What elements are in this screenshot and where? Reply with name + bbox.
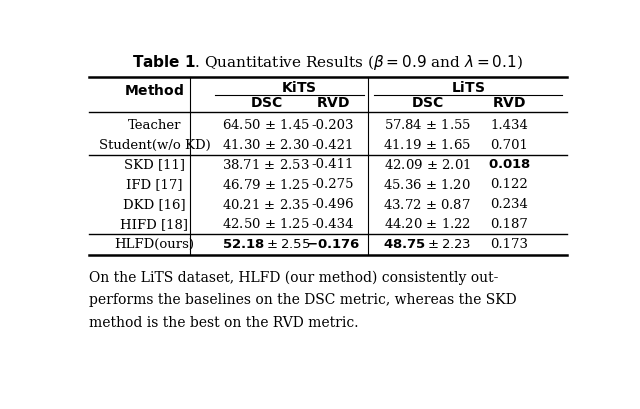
Text: 42.09 $\pm$ 2.01: 42.09 $\pm$ 2.01 [384, 158, 470, 172]
Text: DKD [16]: DKD [16] [123, 198, 186, 211]
Text: 42.50 $\pm$ 1.25: 42.50 $\pm$ 1.25 [222, 218, 310, 231]
Text: $\mathbf{DSC}$: $\mathbf{DSC}$ [250, 96, 282, 110]
Text: 1.434: 1.434 [490, 119, 528, 132]
Text: $\mathbf{52.18} \pm 2.55$: $\mathbf{52.18} \pm 2.55$ [221, 238, 310, 251]
Text: -0.496: -0.496 [312, 198, 355, 211]
Text: $\mathbf{Table\ 1}$. Quantitative Results ($\beta = 0.9$ and $\lambda = 0.1$): $\mathbf{Table\ 1}$. Quantitative Result… [132, 53, 524, 72]
Text: -0.275: -0.275 [312, 178, 354, 191]
Text: 0.187: 0.187 [490, 218, 528, 231]
Text: $\mathbf{Method}$: $\mathbf{Method}$ [124, 83, 184, 97]
Text: HLFD(ours): HLFD(ours) [115, 238, 195, 251]
Text: On the LiTS dataset, HLFD (our method) consistently out-: On the LiTS dataset, HLFD (our method) c… [89, 270, 499, 285]
Text: 40.21 $\pm$ 2.35: 40.21 $\pm$ 2.35 [222, 198, 310, 211]
Text: -0.421: -0.421 [312, 139, 354, 152]
Text: HIFD [18]: HIFD [18] [120, 218, 188, 231]
Text: 57.84 $\pm$ 1.55: 57.84 $\pm$ 1.55 [383, 118, 471, 132]
Text: Student(w/o KD): Student(w/o KD) [99, 139, 211, 152]
Text: -0.203: -0.203 [312, 119, 354, 132]
Text: $\mathbf{48.75} \pm 2.23$: $\mathbf{48.75} \pm 2.23$ [383, 238, 471, 251]
Text: 45.36 $\pm$ 1.20: 45.36 $\pm$ 1.20 [383, 178, 471, 192]
Text: 43.72 $\pm$ 0.87: 43.72 $\pm$ 0.87 [383, 198, 471, 211]
Text: 41.19 $\pm$ 1.65: 41.19 $\pm$ 1.65 [383, 138, 471, 152]
Text: 41.30 $\pm$ 2.30: 41.30 $\pm$ 2.30 [222, 138, 310, 152]
Text: -0.411: -0.411 [312, 158, 354, 171]
Text: $\mathbf{KiTS}$: $\mathbf{KiTS}$ [282, 80, 317, 95]
Text: IFD [17]: IFD [17] [126, 178, 182, 191]
Text: -0.434: -0.434 [312, 218, 354, 231]
Text: SKD [11]: SKD [11] [124, 158, 185, 171]
Text: $\mathbf{0.018}$: $\mathbf{0.018}$ [488, 158, 531, 171]
Text: method is the best on the RVD metric.: method is the best on the RVD metric. [89, 316, 358, 330]
Text: 0.234: 0.234 [490, 198, 528, 211]
Text: 38.71 $\pm$ 2.53: 38.71 $\pm$ 2.53 [222, 158, 310, 172]
Text: Teacher: Teacher [127, 119, 181, 132]
Text: $\mathbf{RVD}$: $\mathbf{RVD}$ [316, 96, 350, 110]
Text: $\mathbf{RVD}$: $\mathbf{RVD}$ [492, 96, 526, 110]
Text: $\mathbf{LiTS}$: $\mathbf{LiTS}$ [451, 80, 485, 95]
Text: 46.79 $\pm$ 1.25: 46.79 $\pm$ 1.25 [222, 178, 310, 192]
Text: performs the baselines on the DSC metric, whereas the SKD: performs the baselines on the DSC metric… [89, 293, 516, 308]
Text: 0.122: 0.122 [490, 178, 528, 191]
Text: 64.50 $\pm$ 1.45: 64.50 $\pm$ 1.45 [222, 118, 310, 132]
Text: 0.701: 0.701 [490, 139, 528, 152]
Text: $\mathbf{-0.176}$: $\mathbf{-0.176}$ [306, 238, 360, 251]
Text: 44.20 $\pm$ 1.22: 44.20 $\pm$ 1.22 [384, 218, 470, 231]
Text: 0.173: 0.173 [490, 238, 528, 251]
Text: $\mathbf{DSC}$: $\mathbf{DSC}$ [411, 96, 444, 110]
